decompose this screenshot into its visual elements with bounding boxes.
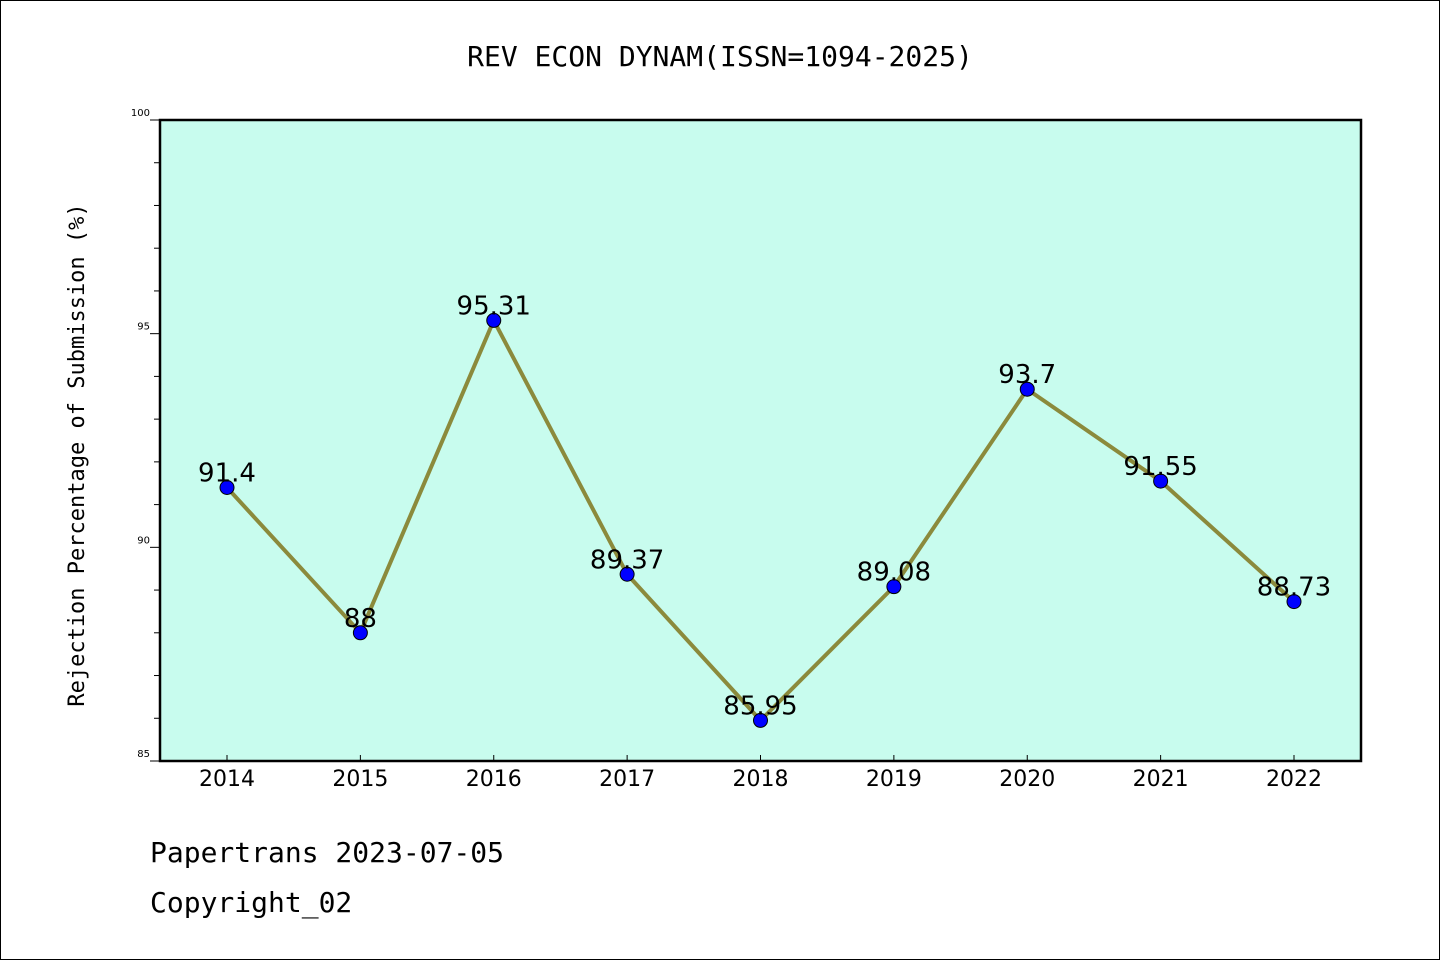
y-tick-label: 95 <box>137 322 150 333</box>
chart-title: REV ECON DYNAM(ISSN=1094-2025) <box>467 40 973 73</box>
plot-area <box>158 118 1363 763</box>
data-label: 89.08 <box>857 558 931 588</box>
y-tick-label: 90 <box>137 535 150 546</box>
y-axis: 85 90 95 100 <box>131 108 160 762</box>
y-axis-label: Rejection Percentage of Submission (%) <box>65 203 90 706</box>
data-point <box>1019 381 1035 397</box>
footer-copyright: Copyright_02 <box>150 886 353 919</box>
data-label: 91.55 <box>1123 452 1197 482</box>
series-line-group <box>219 312 1302 728</box>
data-point <box>1153 473 1169 489</box>
y-tick-label: 100 <box>131 108 150 119</box>
x-tick-label: 2022 <box>1266 767 1322 792</box>
x-tick-label: 2020 <box>999 767 1055 792</box>
x-tick-label: 2018 <box>733 767 789 792</box>
data-point <box>352 625 368 641</box>
data-point <box>1286 594 1302 610</box>
data-point <box>886 579 902 595</box>
data-label: 93.7 <box>998 360 1056 390</box>
x-tick-label: 2016 <box>466 767 522 792</box>
data-point <box>619 566 635 582</box>
data-label: 95.31 <box>457 291 531 321</box>
data-label: 88.73 <box>1257 573 1331 603</box>
data-label: 88 <box>344 604 377 634</box>
data-point <box>753 712 768 728</box>
x-tick-label: 2015 <box>332 767 388 792</box>
x-tick-label: 2014 <box>199 767 255 792</box>
footer-date: Papertrans 2023-07-05 <box>150 836 505 869</box>
data-labels: 91.4 88 95.31 89.37 85.95 89.08 93.7 91.55 88.73 <box>198 291 1331 721</box>
data-label: 89.37 <box>590 545 664 575</box>
x-tick-label: 2019 <box>866 767 922 792</box>
y-tick-label: 85 <box>137 749 150 760</box>
data-label: 91.4 <box>198 459 256 489</box>
data-label: 85.95 <box>723 691 797 721</box>
data-point <box>219 480 235 496</box>
x-axis: 2014 2015 2016 2017 2018 2019 2020 2021 2022 <box>199 755 1322 792</box>
x-tick-label: 2017 <box>599 767 655 792</box>
data-point <box>486 312 502 328</box>
x-tick-label: 2021 <box>1133 767 1189 792</box>
